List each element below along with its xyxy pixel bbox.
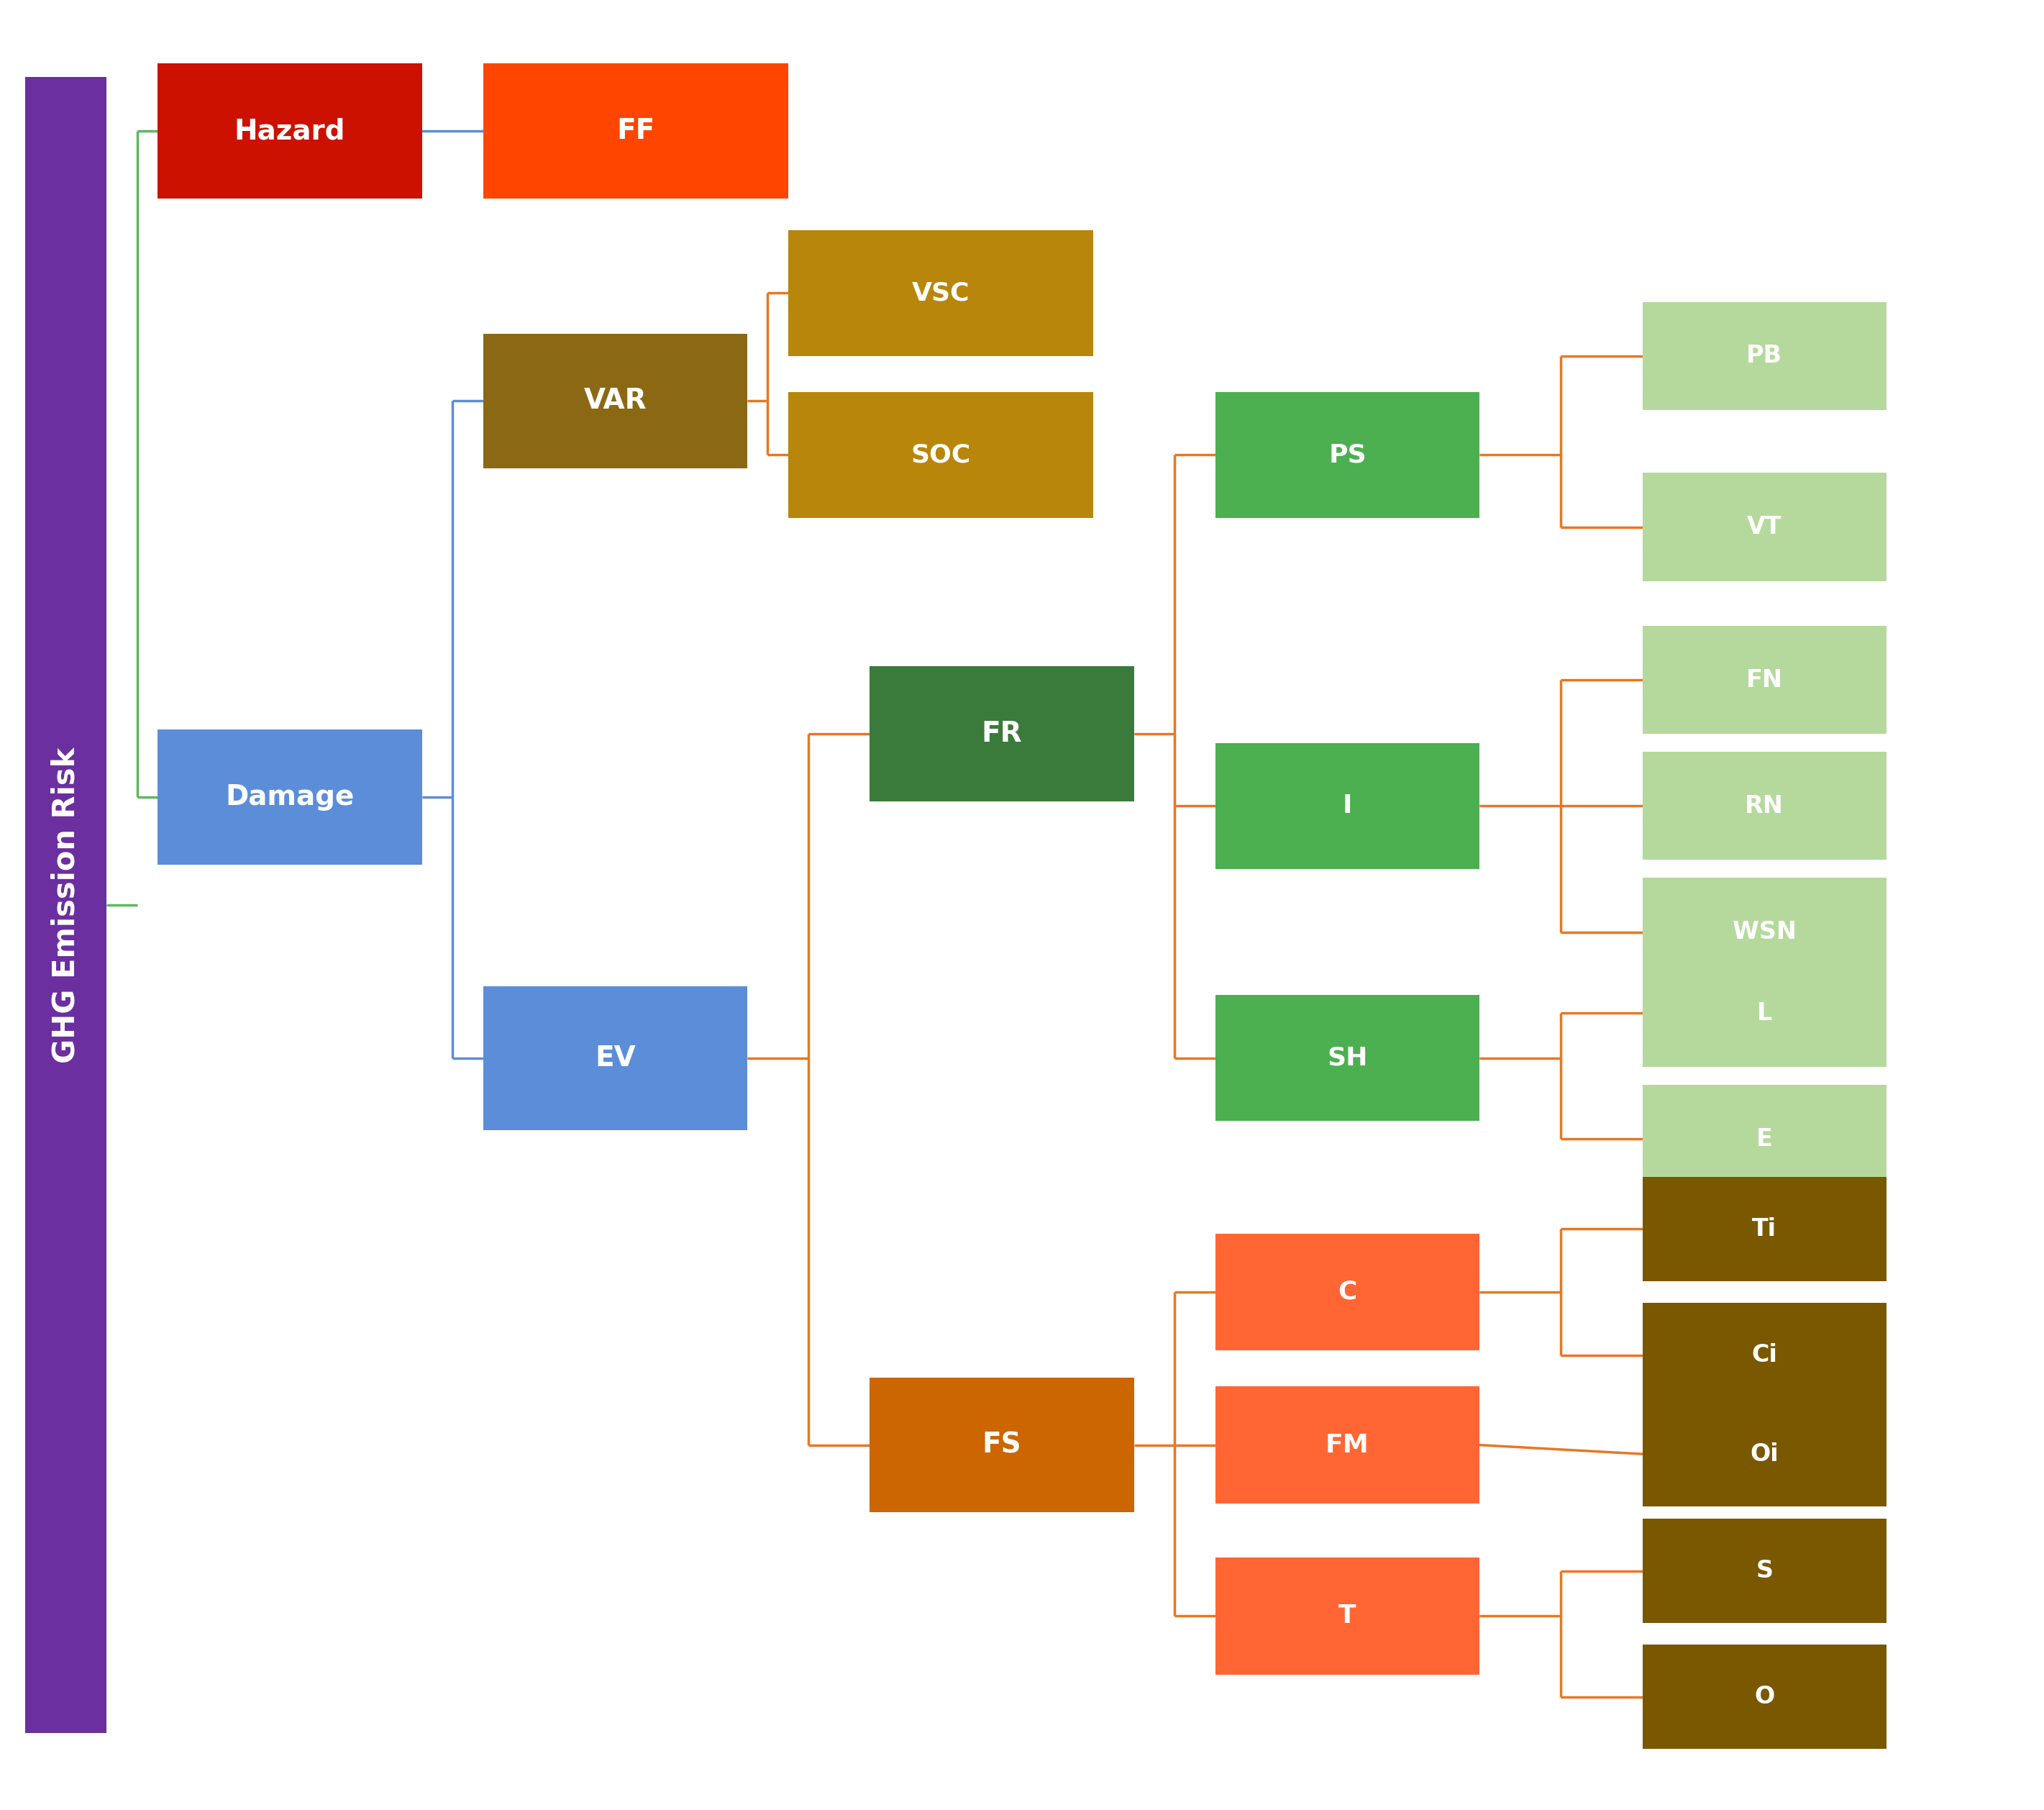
FancyBboxPatch shape [1643, 878, 1887, 986]
Text: VSC: VSC [912, 281, 969, 306]
Text: FS: FS [981, 1432, 1022, 1459]
FancyBboxPatch shape [157, 63, 421, 199]
FancyBboxPatch shape [482, 333, 748, 469]
FancyBboxPatch shape [1643, 1645, 1887, 1748]
Text: PB: PB [1746, 344, 1782, 367]
Text: E: E [1756, 1128, 1772, 1151]
FancyBboxPatch shape [1643, 1176, 1887, 1281]
Text: GHG Emission Risk: GHG Emission Risk [51, 748, 82, 1062]
Text: PS: PS [1329, 443, 1365, 467]
Text: WSN: WSN [1733, 919, 1797, 943]
FancyBboxPatch shape [1643, 751, 1887, 860]
Text: T: T [1339, 1604, 1357, 1629]
FancyBboxPatch shape [1216, 1233, 1480, 1350]
Text: SOC: SOC [912, 443, 971, 467]
FancyBboxPatch shape [157, 729, 421, 865]
FancyBboxPatch shape [1643, 1519, 1887, 1624]
Text: VAR: VAR [585, 387, 646, 414]
FancyBboxPatch shape [1643, 472, 1887, 581]
FancyBboxPatch shape [1643, 1401, 1887, 1506]
Text: Oi: Oi [1750, 1443, 1778, 1466]
Text: SH: SH [1327, 1046, 1367, 1070]
FancyBboxPatch shape [1216, 393, 1480, 518]
FancyBboxPatch shape [869, 666, 1134, 802]
FancyBboxPatch shape [482, 986, 748, 1129]
FancyBboxPatch shape [869, 1377, 1134, 1513]
Text: VT: VT [1748, 516, 1782, 539]
Text: Ci: Ci [1752, 1343, 1778, 1367]
Text: Damage: Damage [225, 784, 354, 811]
Text: O: O [1754, 1685, 1774, 1709]
Text: FN: FN [1746, 668, 1782, 691]
Text: FM: FM [1327, 1434, 1369, 1457]
FancyBboxPatch shape [1216, 1386, 1480, 1504]
Text: S: S [1756, 1558, 1772, 1584]
Text: FR: FR [981, 720, 1022, 748]
FancyBboxPatch shape [1643, 1084, 1887, 1193]
Text: FF: FF [617, 118, 654, 145]
FancyBboxPatch shape [789, 230, 1094, 357]
Text: RN: RN [1746, 795, 1784, 818]
Text: L: L [1756, 1001, 1772, 1024]
Text: Ti: Ti [1752, 1216, 1776, 1242]
Text: Hazard: Hazard [235, 118, 345, 145]
FancyBboxPatch shape [25, 78, 106, 1732]
FancyBboxPatch shape [1216, 1557, 1480, 1674]
FancyBboxPatch shape [482, 63, 789, 199]
Text: C: C [1339, 1280, 1357, 1305]
FancyBboxPatch shape [1643, 626, 1887, 735]
FancyBboxPatch shape [1643, 959, 1887, 1068]
FancyBboxPatch shape [1643, 1303, 1887, 1406]
FancyBboxPatch shape [789, 393, 1094, 518]
FancyBboxPatch shape [1643, 302, 1887, 411]
FancyBboxPatch shape [1216, 996, 1480, 1120]
FancyBboxPatch shape [1216, 742, 1480, 869]
Text: I: I [1343, 795, 1353, 818]
Text: EV: EV [595, 1044, 636, 1072]
